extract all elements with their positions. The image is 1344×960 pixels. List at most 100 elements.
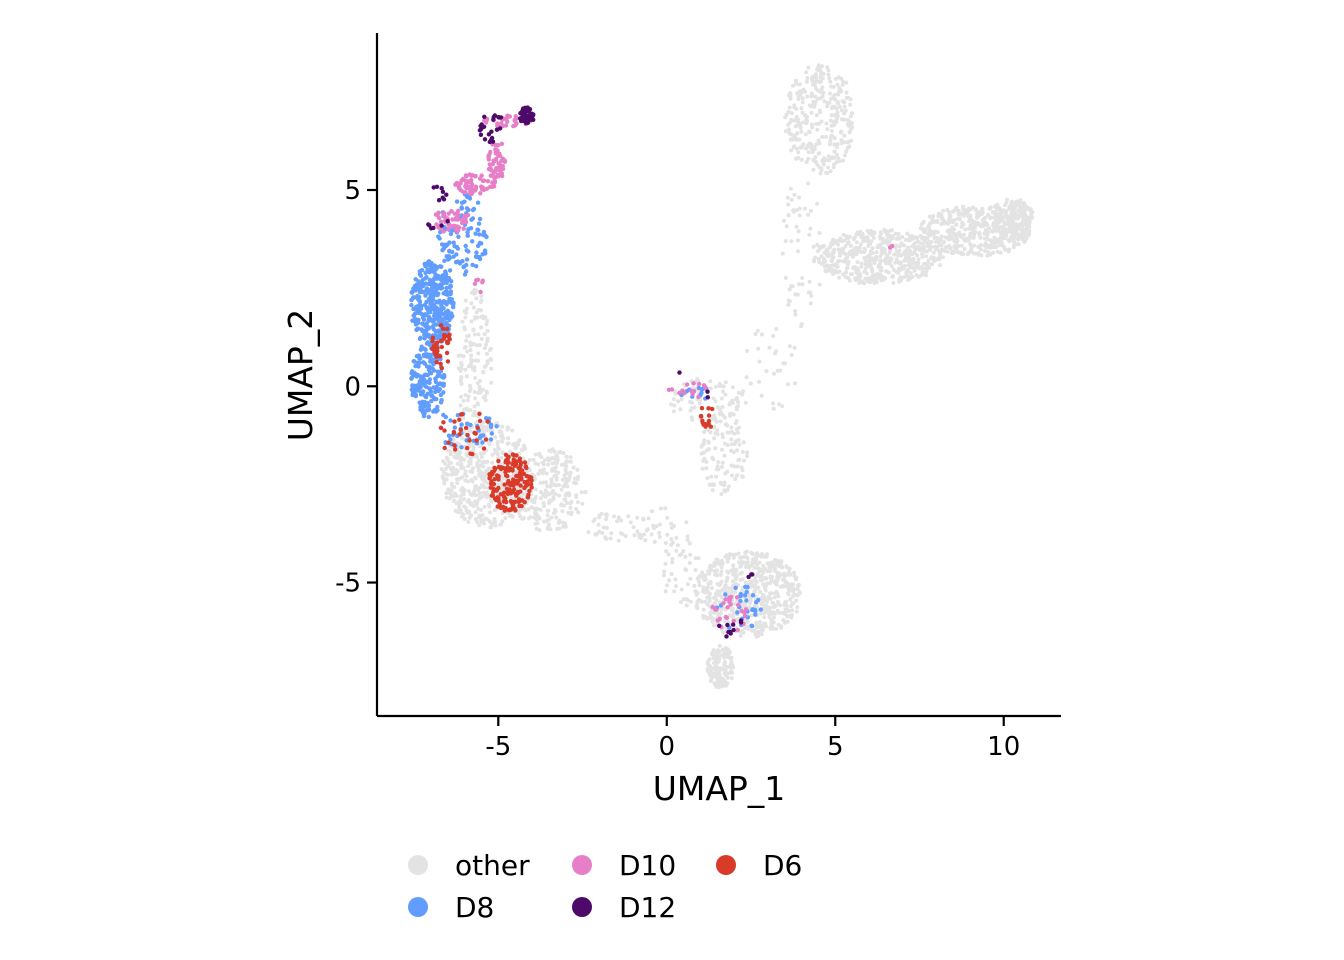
data-point-other xyxy=(1009,234,1014,239)
data-point-other xyxy=(720,666,725,671)
data-point-other xyxy=(795,605,800,610)
data-point-d10 xyxy=(714,607,719,612)
data-point-other xyxy=(733,477,738,481)
data-point-other xyxy=(568,459,573,464)
data-point-other xyxy=(859,264,864,269)
data-point-other xyxy=(814,75,818,80)
x-axis-title: UMAP_1 xyxy=(653,769,786,808)
data-point-d6 xyxy=(504,486,510,491)
data-point-other xyxy=(787,344,792,349)
data-point-other xyxy=(753,332,758,336)
data-point-d8 xyxy=(446,254,452,259)
legend-item-d8: D8 xyxy=(408,891,494,924)
data-point-d8 xyxy=(470,262,475,268)
data-point-other xyxy=(817,108,822,113)
data-point-other xyxy=(886,241,891,246)
data-point-other xyxy=(702,430,707,434)
data-point-d8 xyxy=(435,369,440,374)
data-point-other xyxy=(967,226,972,231)
data-point-other xyxy=(893,260,898,265)
data-point-other xyxy=(815,127,820,132)
data-point-other xyxy=(995,213,1000,218)
data-point-other xyxy=(826,154,831,159)
data-point-d8 xyxy=(414,353,420,359)
data-point-d10 xyxy=(473,174,478,179)
data-point-other xyxy=(561,520,565,525)
data-point-other xyxy=(797,195,801,200)
legend-label: D6 xyxy=(763,849,802,882)
data-point-other xyxy=(806,212,811,217)
data-point-other xyxy=(667,578,672,583)
data-point-other xyxy=(730,665,735,670)
data-point-other xyxy=(479,325,484,330)
data-point-other xyxy=(967,234,972,239)
data-point-other xyxy=(444,455,449,460)
data-point-other xyxy=(735,448,740,453)
data-point-d6 xyxy=(453,447,458,452)
data-point-other xyxy=(734,427,739,432)
data-point-d8 xyxy=(442,258,447,263)
data-point-d6 xyxy=(492,468,497,473)
data-point-other xyxy=(940,215,945,220)
data-point-other xyxy=(713,384,718,389)
data-point-d8 xyxy=(454,252,459,257)
data-point-other xyxy=(692,583,697,588)
data-point-d8 xyxy=(439,382,444,387)
data-point-other xyxy=(499,455,504,460)
data-point-d8 xyxy=(423,347,428,352)
data-point-other xyxy=(807,279,812,284)
data-point-d6 xyxy=(522,479,527,485)
data-point-other xyxy=(783,239,788,244)
data-point-d12 xyxy=(439,223,444,228)
data-point-d8 xyxy=(409,376,414,381)
data-point-other xyxy=(894,243,899,248)
data-point-other xyxy=(532,474,537,479)
data-point-other xyxy=(729,590,734,595)
data-point-other xyxy=(597,529,602,534)
data-point-other xyxy=(462,497,466,502)
data-point-other xyxy=(774,578,778,583)
data-point-other xyxy=(810,75,814,80)
data-point-d8 xyxy=(411,359,416,364)
data-point-other xyxy=(723,489,728,494)
x-tick-label: 10 xyxy=(987,732,1020,762)
data-point-other xyxy=(931,214,936,218)
data-point-other xyxy=(818,246,822,251)
data-point-other xyxy=(483,427,488,432)
data-point-other xyxy=(788,94,793,98)
data-point-other xyxy=(663,561,668,566)
data-point-other xyxy=(469,513,473,518)
data-point-other xyxy=(1016,208,1021,213)
data-point-other xyxy=(811,244,816,249)
data-point-other xyxy=(712,424,717,429)
data-point-other xyxy=(909,271,913,276)
data-point-other xyxy=(865,235,870,240)
data-point-other xyxy=(565,500,569,505)
data-point-other xyxy=(796,229,801,234)
data-point-other xyxy=(991,209,995,214)
data-point-other xyxy=(1005,230,1010,235)
data-point-other xyxy=(550,466,555,471)
data-point-other xyxy=(616,515,621,520)
data-point-d12 xyxy=(479,122,484,127)
data-point-other xyxy=(466,394,471,399)
data-point-other xyxy=(448,491,453,496)
data-point-other xyxy=(709,474,714,479)
data-point-d10 xyxy=(493,169,498,174)
data-point-d10 xyxy=(731,618,736,624)
data-point-other xyxy=(806,143,810,148)
data-point-other xyxy=(968,223,973,228)
data-point-d6 xyxy=(706,418,712,424)
data-point-d6 xyxy=(510,452,515,457)
data-point-other xyxy=(834,145,839,150)
data-point-other xyxy=(759,393,764,398)
data-point-other xyxy=(878,242,883,247)
data-point-other xyxy=(714,474,719,479)
data-point-d10 xyxy=(729,594,734,600)
data-point-other xyxy=(906,245,911,250)
data-point-other xyxy=(927,214,932,219)
data-point-d6 xyxy=(516,465,521,470)
data-point-other xyxy=(973,207,978,212)
data-point-other xyxy=(998,230,1003,235)
data-point-other xyxy=(819,166,824,171)
